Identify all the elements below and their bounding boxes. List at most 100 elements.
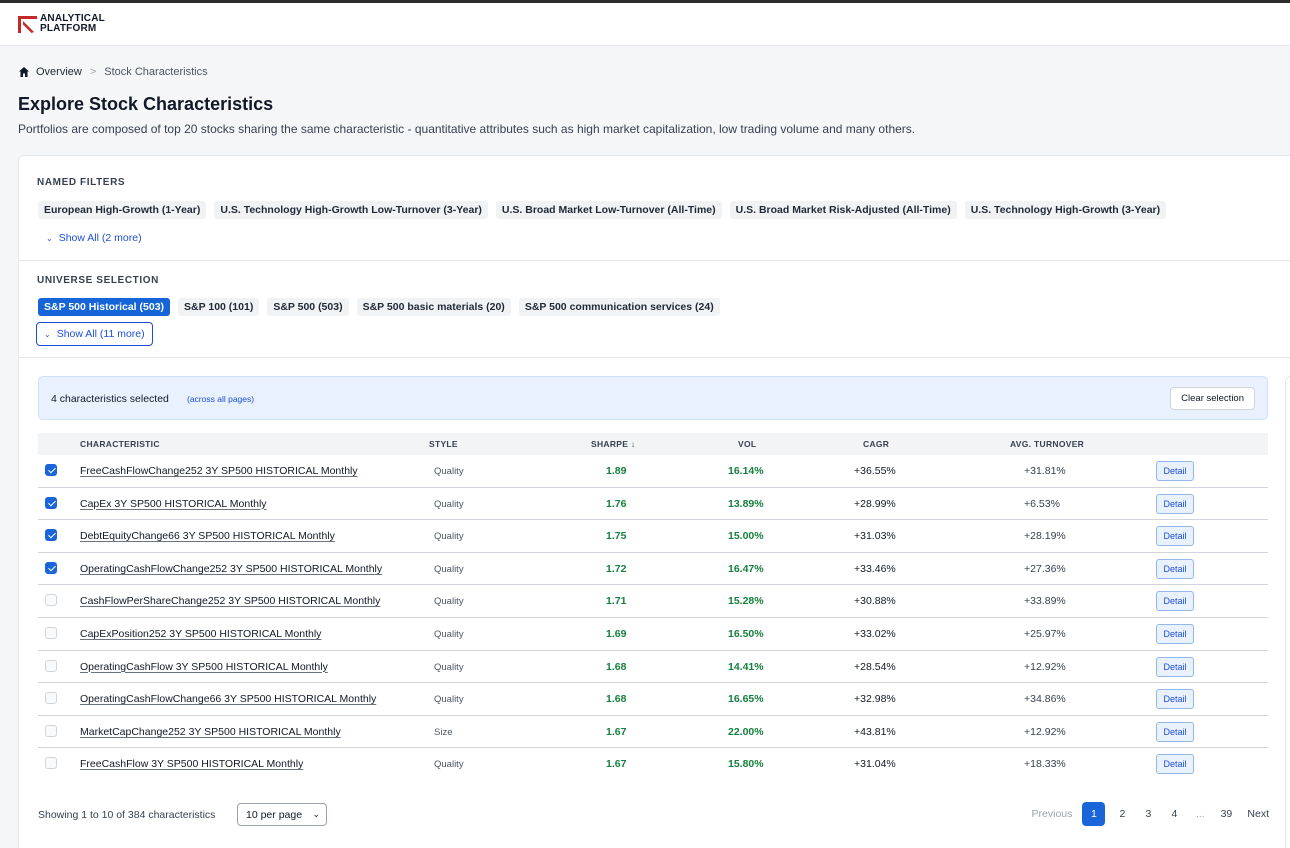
chevron-down-icon: ⌄ [44, 329, 51, 339]
detail-button[interactable]: Detail [1156, 526, 1194, 547]
selection-count: 4 characteristics selected [51, 393, 169, 405]
characteristics-table: CHARACTERISTIC STYLE SHARPE ↓ VOL CAGR A… [38, 433, 1268, 781]
table-row: CashFlowPerShareChange252 3Y SP500 HISTO… [38, 585, 1268, 618]
chevron-down-icon: ⌄ [312, 809, 320, 819]
named-filter-chip[interactable]: U.S. Technology High-Growth (3-Year) [964, 201, 1167, 219]
vol-cell: 14.41% [728, 660, 764, 673]
named-filter-chip[interactable]: U.S. Broad Market Risk-Adjusted (All-Tim… [729, 201, 957, 219]
avg-turnover-cell: +33.89% [1024, 595, 1066, 608]
pagination-next[interactable]: Next [1247, 808, 1269, 820]
style-cell: Quality [434, 759, 464, 771]
sharpe-cell: 1.89 [606, 465, 627, 477]
vol-cell: 16.65% [728, 693, 764, 706]
table-row: CapEx 3Y SP500 HISTORICAL Monthly Quality… [38, 488, 1268, 521]
clear-selection-button[interactable]: Clear selection [1170, 387, 1255, 410]
avg-turnover-cell: +18.33% [1024, 758, 1066, 771]
vol-cell: 15.80% [728, 758, 764, 771]
universe-chip[interactable]: S&P 500 communication services (24) [518, 298, 720, 316]
characteristic-link[interactable]: FreeCashFlowChange252 3Y SP500 HISTORICA… [80, 465, 358, 477]
col-sharpe-sort[interactable]: SHARPE ↓ [591, 439, 636, 449]
page-title: Explore Stock Characteristics [18, 94, 274, 114]
table-row: OperatingCashFlowChange66 3Y SP500 HISTO… [38, 683, 1268, 716]
row-checkbox[interactable] [45, 757, 57, 770]
avg-turnover-cell: +6.53% [1024, 497, 1060, 510]
col-cagr[interactable]: CAGR [863, 439, 890, 449]
named-filters-show-all-button[interactable]: ⌄ Show All (2 more) [46, 232, 142, 244]
detail-button[interactable]: Detail [1156, 689, 1194, 710]
characteristic-link[interactable]: CashFlowPerShareChange252 3Y SP500 HISTO… [80, 595, 381, 608]
row-checkbox[interactable] [45, 529, 57, 542]
characteristic-link[interactable]: CapExPosition252 3Y SP500 HISTORICAL Mon… [80, 627, 322, 640]
row-checkbox[interactable] [45, 561, 57, 574]
named-filter-chip[interactable]: European High-Growth (1-Year) [38, 201, 207, 219]
universe-chip[interactable]: S&P 500 (503) [267, 298, 349, 316]
col-avg-turnover[interactable]: AVG. TURNOVER [1010, 439, 1085, 449]
brand-name[interactable]: ANALYTICAL PLATFORM [40, 14, 105, 34]
characteristic-link[interactable]: FreeCashFlow 3Y SP500 HISTORICAL Monthly [80, 758, 304, 771]
detail-button[interactable]: Detail [1156, 493, 1194, 514]
showing-count: Showing 1 to 10 of 384 characteristics [38, 809, 216, 821]
characteristic-link[interactable]: MarketCapChange252 3Y SP500 HISTORICAL M… [80, 725, 341, 738]
col-style[interactable]: STYLE [429, 439, 458, 449]
characteristic-link[interactable]: OperatingCashFlowChange252 3Y SP500 HIST… [80, 562, 383, 575]
row-checkbox[interactable] [45, 692, 57, 705]
row-checkbox[interactable] [45, 496, 57, 509]
universe-chip-active[interactable]: S&P 500 Historical (503) [38, 298, 171, 316]
col-characteristic[interactable]: CHARACTERISTIC [80, 439, 160, 449]
avg-turnover-cell: +31.81% [1024, 465, 1066, 477]
home-icon[interactable] [18, 66, 30, 78]
pagination-page-current[interactable]: 1 [1082, 802, 1106, 826]
pagination-page[interactable]: 39 [1220, 808, 1233, 820]
avg-turnover-cell: +28.19% [1024, 530, 1066, 543]
style-cell: Quality [434, 531, 464, 543]
row-checkbox[interactable] [45, 464, 57, 476]
universe-selection-label: UNIVERSE SELECTION [37, 275, 159, 286]
avg-turnover-cell: +34.86% [1024, 693, 1066, 706]
universe-chip[interactable]: S&P 100 (101) [178, 298, 260, 316]
row-checkbox[interactable] [45, 626, 57, 639]
detail-button[interactable]: Detail [1156, 754, 1194, 775]
col-vol[interactable]: VOL [738, 439, 757, 449]
sharpe-cell: 1.68 [606, 660, 627, 673]
detail-button[interactable]: Detail [1156, 591, 1194, 612]
cagr-cell: +33.46% [854, 562, 896, 575]
named-filter-chip[interactable]: U.S. Technology High-Growth Low-Turnover… [214, 201, 488, 219]
cagr-cell: +28.99% [854, 497, 896, 510]
pagination-page[interactable]: 3 [1145, 808, 1152, 820]
style-cell: Quality [434, 466, 464, 477]
characteristic-link[interactable]: CapEx 3Y SP500 HISTORICAL Monthly [80, 497, 267, 510]
named-filters-label: NAMED FILTERS [37, 177, 126, 188]
detail-button[interactable]: Detail [1156, 558, 1194, 579]
pagination-page[interactable]: 2 [1119, 808, 1126, 820]
style-cell: Size [434, 726, 453, 738]
characteristic-link[interactable]: OperatingCashFlowChange66 3Y SP500 HISTO… [80, 693, 377, 706]
table-row: CapExPosition252 3Y SP500 HISTORICAL Mon… [38, 618, 1268, 651]
cagr-cell: +36.55% [854, 465, 896, 477]
row-checkbox[interactable] [45, 724, 57, 737]
brand-logo-icon[interactable] [18, 16, 37, 33]
table-row: FreeCashFlow 3Y SP500 HISTORICAL Monthly… [38, 748, 1268, 781]
avg-turnover-cell: +12.92% [1024, 725, 1066, 738]
detail-button[interactable]: Detail [1156, 623, 1194, 644]
detail-button[interactable]: Detail [1156, 656, 1194, 677]
detail-button[interactable]: Detail [1156, 721, 1194, 742]
breadcrumb-overview-link[interactable]: Overview [36, 66, 82, 78]
style-cell: Quality [434, 498, 464, 510]
pagination-page[interactable]: 4 [1171, 808, 1178, 820]
row-checkbox[interactable] [45, 594, 57, 607]
pagination: Previous 1 2 3 4 ... 39 Next [1022, 802, 1275, 826]
breadcrumb: Overview > Stock Characteristics [18, 66, 208, 78]
named-filter-chip[interactable]: U.S. Broad Market Low-Turnover (All-Time… [495, 201, 722, 219]
per-page-select[interactable]: 10 per page ⌄ [237, 803, 327, 826]
window-top-bar [0, 0, 1290, 3]
detail-button[interactable]: Detail [1156, 461, 1194, 481]
row-checkbox[interactable] [45, 659, 57, 672]
universe-show-all-button[interactable]: ⌄ Show All (11 more) [36, 322, 153, 346]
pagination-previous[interactable]: Previous [1031, 808, 1073, 820]
cagr-cell: +31.03% [854, 530, 896, 543]
characteristic-link[interactable]: DebtEquityChange66 3Y SP500 HISTORICAL M… [80, 530, 335, 543]
sharpe-cell: 1.67 [606, 725, 627, 738]
universe-chip[interactable]: S&P 500 basic materials (20) [356, 298, 511, 316]
style-cell: Quality [434, 661, 464, 673]
characteristic-link[interactable]: OperatingCashFlow 3Y SP500 HISTORICAL Mo… [80, 660, 328, 673]
